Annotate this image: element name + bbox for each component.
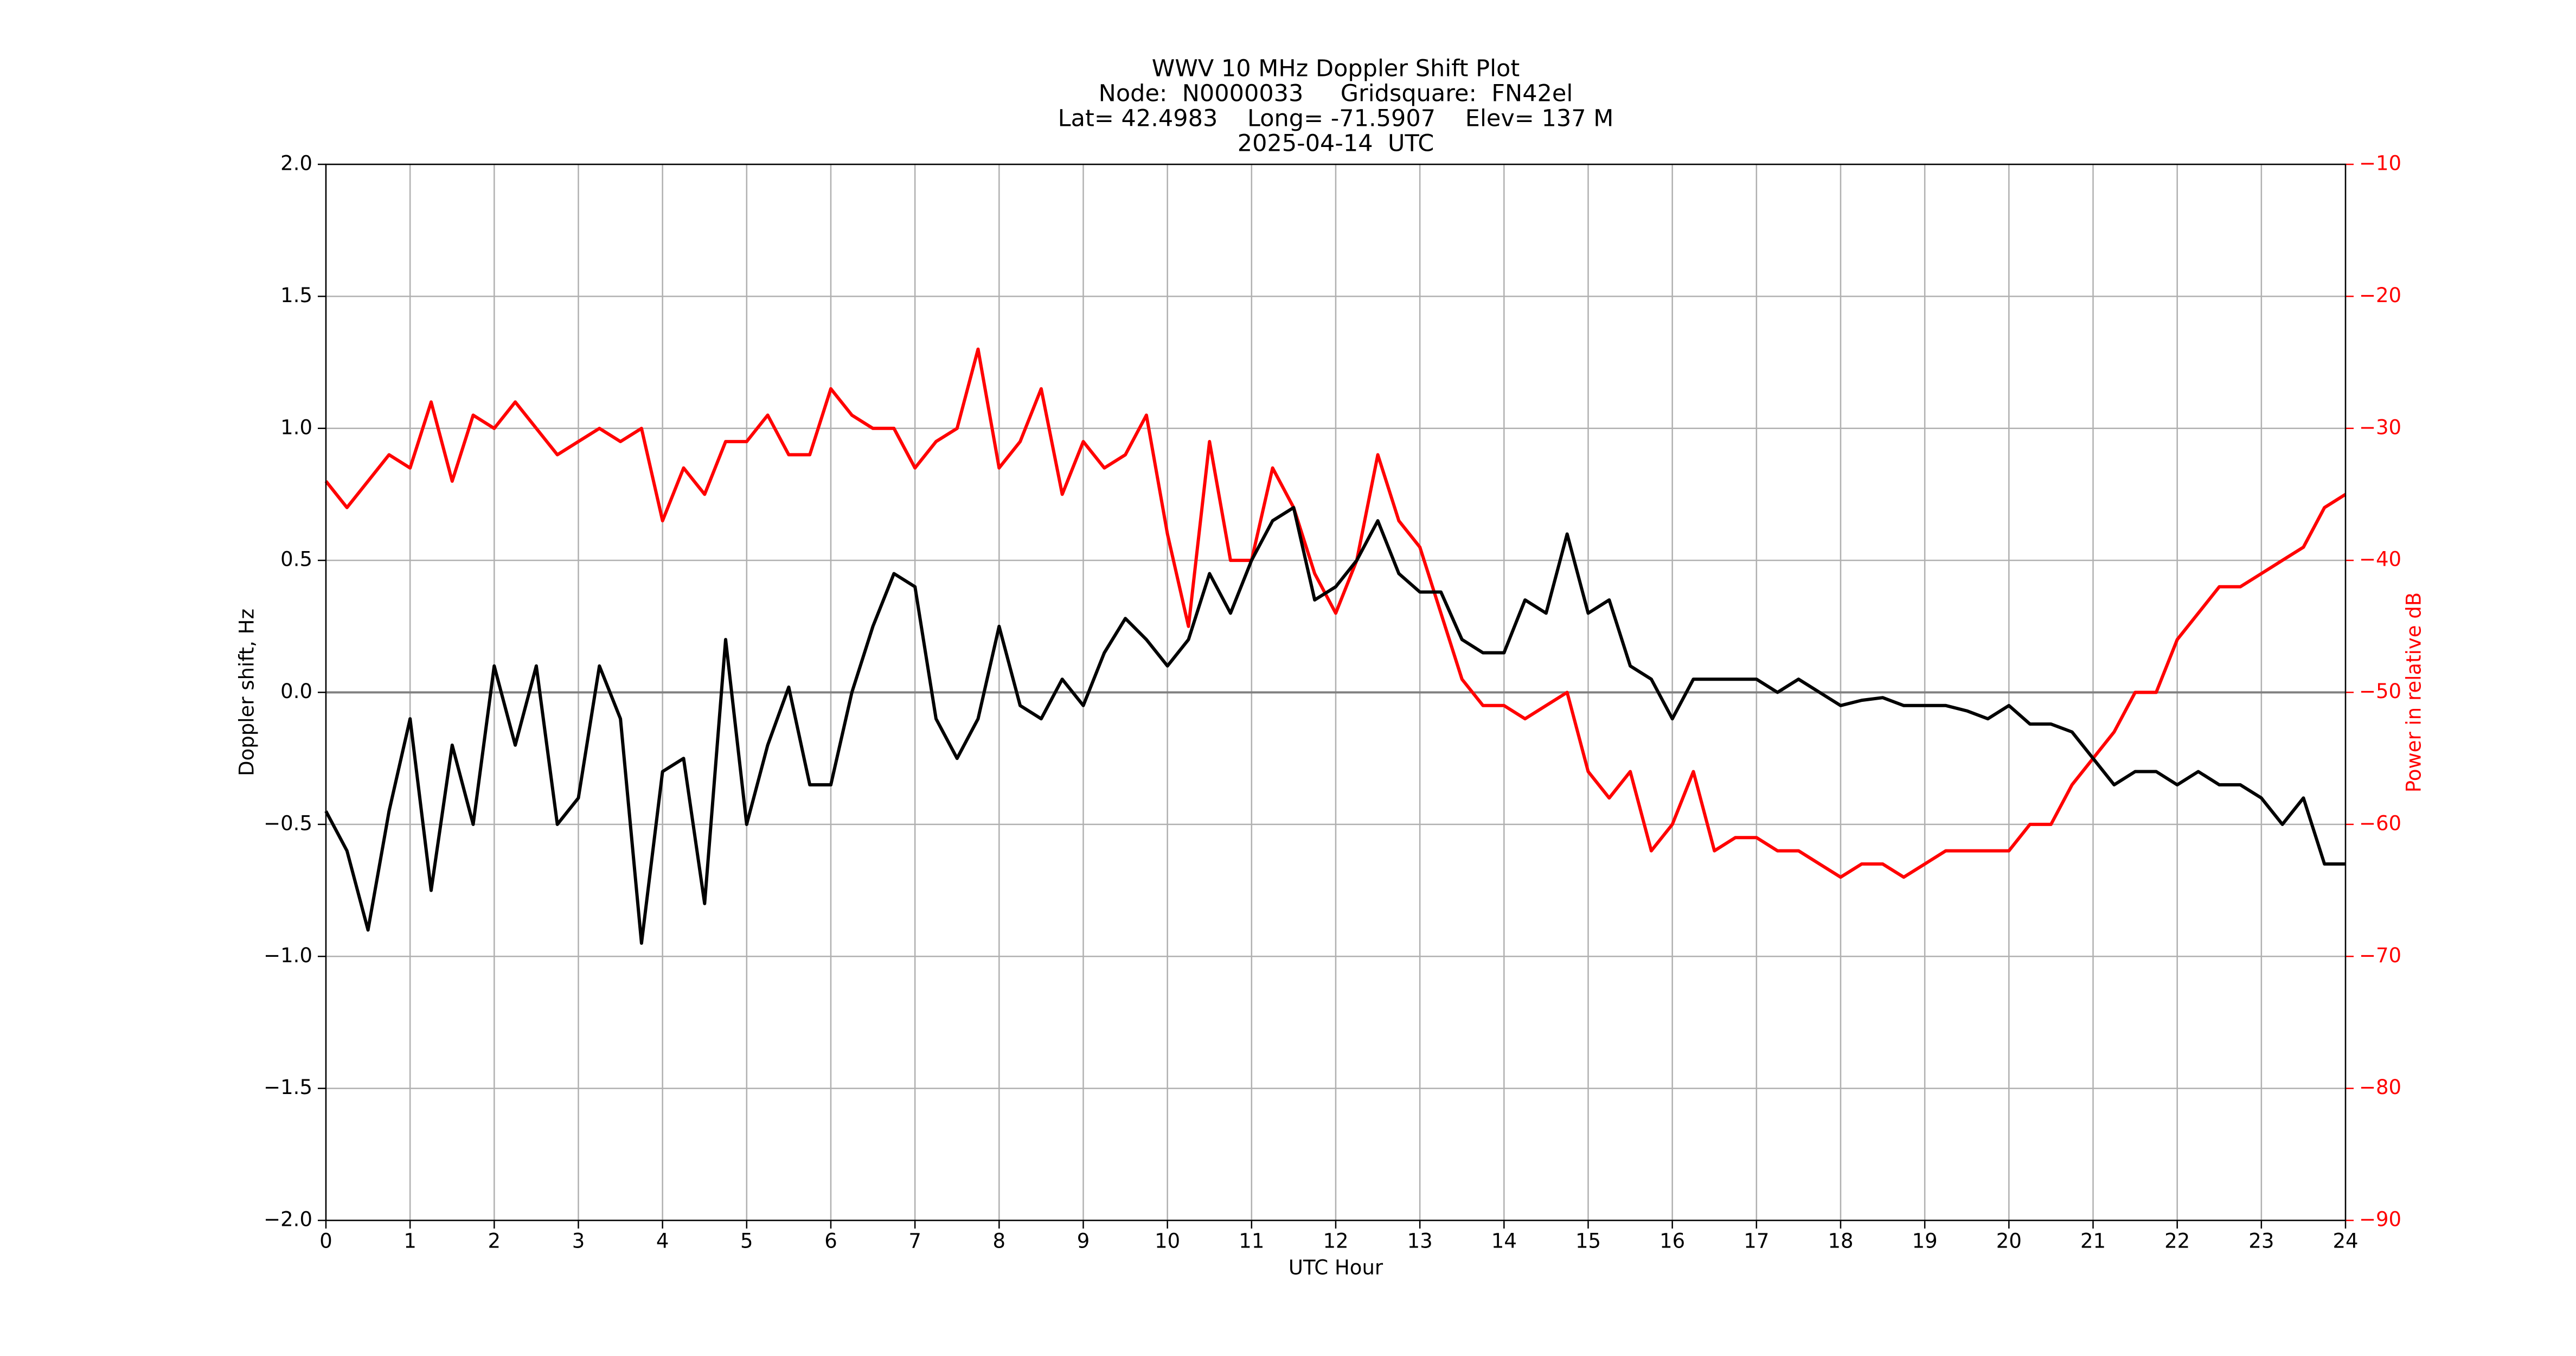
- y2-tick-label: −10: [2359, 152, 2401, 175]
- x-tick-label: 20: [1996, 1230, 2022, 1253]
- x-tick-label: 4: [656, 1230, 669, 1253]
- x-tick-label: 6: [824, 1230, 837, 1253]
- y2-tick-label: −80: [2359, 1076, 2401, 1099]
- y-tick-label: −0.5: [264, 811, 312, 835]
- y2-tick-label: −90: [2359, 1208, 2401, 1231]
- y-tick-label: 0.0: [280, 680, 312, 703]
- x-tick-label: 3: [572, 1230, 585, 1253]
- x-axis-label: UTC Hour: [1289, 1256, 1383, 1280]
- x-tick-label: 14: [1491, 1230, 1517, 1253]
- x-tick-label: 1: [403, 1230, 416, 1253]
- x-tick-label: 19: [1912, 1230, 1938, 1253]
- x-tick-label: 10: [1155, 1230, 1180, 1253]
- x-tick-label: 11: [1239, 1230, 1264, 1253]
- y2-tick-label: −50: [2359, 680, 2401, 703]
- chart-title: WWV 10 MHz Doppler Shift Plot: [1152, 55, 1520, 82]
- series-line: [324, 347, 2347, 879]
- x-tick-label: 18: [1828, 1230, 1853, 1253]
- x-tick-label: 8: [993, 1230, 1006, 1253]
- x-tick-label: 16: [1659, 1230, 1685, 1253]
- y-tick-label: 1.5: [280, 284, 312, 307]
- x-tick-label: 21: [2080, 1230, 2106, 1253]
- y-tick-label: 2.0: [280, 152, 312, 175]
- x-tick-label: 13: [1407, 1230, 1433, 1253]
- x-tick-label: 24: [2333, 1230, 2358, 1253]
- x-tick-label: 22: [2164, 1230, 2190, 1253]
- y2-tick-label: −70: [2359, 944, 2401, 967]
- plot-frame: [325, 163, 2347, 1221]
- y2-tick-label: −30: [2359, 415, 2401, 439]
- x-tick-label: 7: [908, 1230, 921, 1253]
- y-tick-label: 1.0: [280, 415, 312, 439]
- y-axis-label: Doppler shift, Hz: [235, 609, 259, 776]
- x-tick-label: 0: [319, 1230, 332, 1253]
- y-tick-label: −2.0: [264, 1208, 312, 1231]
- chart-title: 2025-04-14 UTC: [1238, 130, 1434, 157]
- y2-tick-label: −40: [2359, 548, 2401, 571]
- chart-title: Node: N0000033 Gridsquare: FN42el: [1099, 80, 1573, 107]
- x-tick-label: 23: [2248, 1230, 2274, 1253]
- x-tick-label: 5: [740, 1230, 753, 1253]
- x-tick-label: 15: [1575, 1230, 1601, 1253]
- y2-tick-label: −60: [2359, 811, 2401, 835]
- y2-tick-label: −20: [2359, 284, 2401, 307]
- x-tick-label: 17: [1744, 1230, 1769, 1253]
- y-tick-label: −1.0: [264, 944, 312, 967]
- series-line: [324, 506, 2346, 945]
- chart-title: Lat= 42.4983 Long= -71.5907 Elev= 137 M: [1058, 105, 1614, 132]
- y2-axis-label: Power in relative dB: [2402, 592, 2426, 792]
- y-tick-label: 0.5: [280, 548, 312, 571]
- y-tick-label: −1.5: [264, 1076, 312, 1099]
- x-tick-label: 2: [488, 1230, 501, 1253]
- x-tick-label: 9: [1077, 1230, 1090, 1253]
- x-tick-label: 12: [1323, 1230, 1348, 1253]
